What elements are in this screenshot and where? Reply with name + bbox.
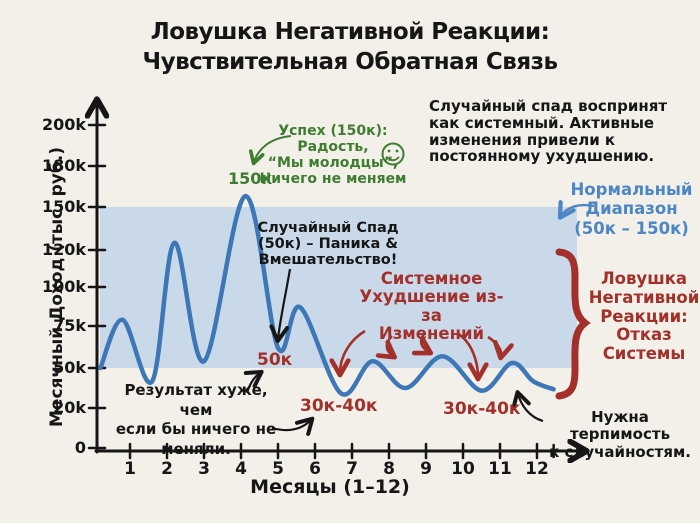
annotation-worse-result: Результат хуже, чем если бы ничего не ме… [115,381,277,458]
chart-title: Ловушка Негативной Реакции: Чувствительн… [142,19,559,75]
x-tick-label-4: 4 [235,459,247,479]
label-150k: 150к [228,169,273,188]
systemic-arrow-1 [340,329,366,373]
annotation-systemic: Системное Ухудшение из-за Изменений [359,269,504,344]
y-tick-label-50k: 50k [53,358,86,377]
x-tick-label-3: 3 [198,459,210,479]
annotation-normal-range: Нормальный Диапазон (50к – 150к) [570,180,693,238]
smiley-icon [381,142,405,166]
systemic-arrows [340,329,501,377]
annotation-tolerance: Нужна терпимость к случайностям. [549,408,691,461]
dip-arrow [269,268,292,343]
y-tick-label-120k: 120k [41,240,86,259]
y-tick-label-150k: 150k [41,197,86,216]
annotation-success: Успех (150к): Радость, “Мы молодцы”, Нич… [259,123,407,188]
x-tick-label-5: 5 [272,459,284,479]
x-tick-label-6: 6 [309,459,321,479]
x-tick-label-11: 11 [488,459,512,479]
x-tick-label-8: 8 [383,459,395,479]
systemic-arrow-2 [387,335,393,356]
systemic-arrow-3 [421,333,429,352]
worse-arrow-right [271,416,315,436]
y-tick-label-180k: 180k [41,156,86,175]
worse-arrow-up [243,369,264,394]
label-30k-40k-right: 30к-40к [443,399,521,419]
x-tick-label-7: 7 [346,459,358,479]
y-tick-label-20k: 20k [53,398,86,417]
y-tick-label-100k: 100k [41,277,86,296]
annotation-trap: Ловушка Негативной Реакции: Отказ Систем… [588,269,700,364]
y-tick-label-75k: 75k [53,316,86,335]
systemic-arrow-5 [487,335,501,356]
annotation-top-right: Случайный спад воспринят как системный. … [429,97,668,166]
label-50k: 50к [257,350,293,370]
y-tick-label-200k: 200k [41,115,86,134]
annotation-random-dip: Случайный Спад (50к) – Паника & Вмешател… [257,220,399,269]
y-tick-label-0: 0 [74,438,86,457]
systemic-arrow-4 [456,331,478,377]
x-tick-label-9: 9 [420,459,432,479]
success-arrow [254,135,292,162]
tolerance-arrow [511,390,544,423]
x-tick-label-1: 1 [124,459,136,479]
x-tick-label-2: 2 [161,459,173,479]
label-30k-40k-left: 30к-40к [300,396,378,416]
x-tick-label-12: 12 [525,459,549,479]
range-arrow [561,205,595,216]
x-tick-label-10: 10 [451,459,475,479]
trap-brace [555,248,591,400]
x-axis-label: Месяцы (1–12) [250,476,410,498]
